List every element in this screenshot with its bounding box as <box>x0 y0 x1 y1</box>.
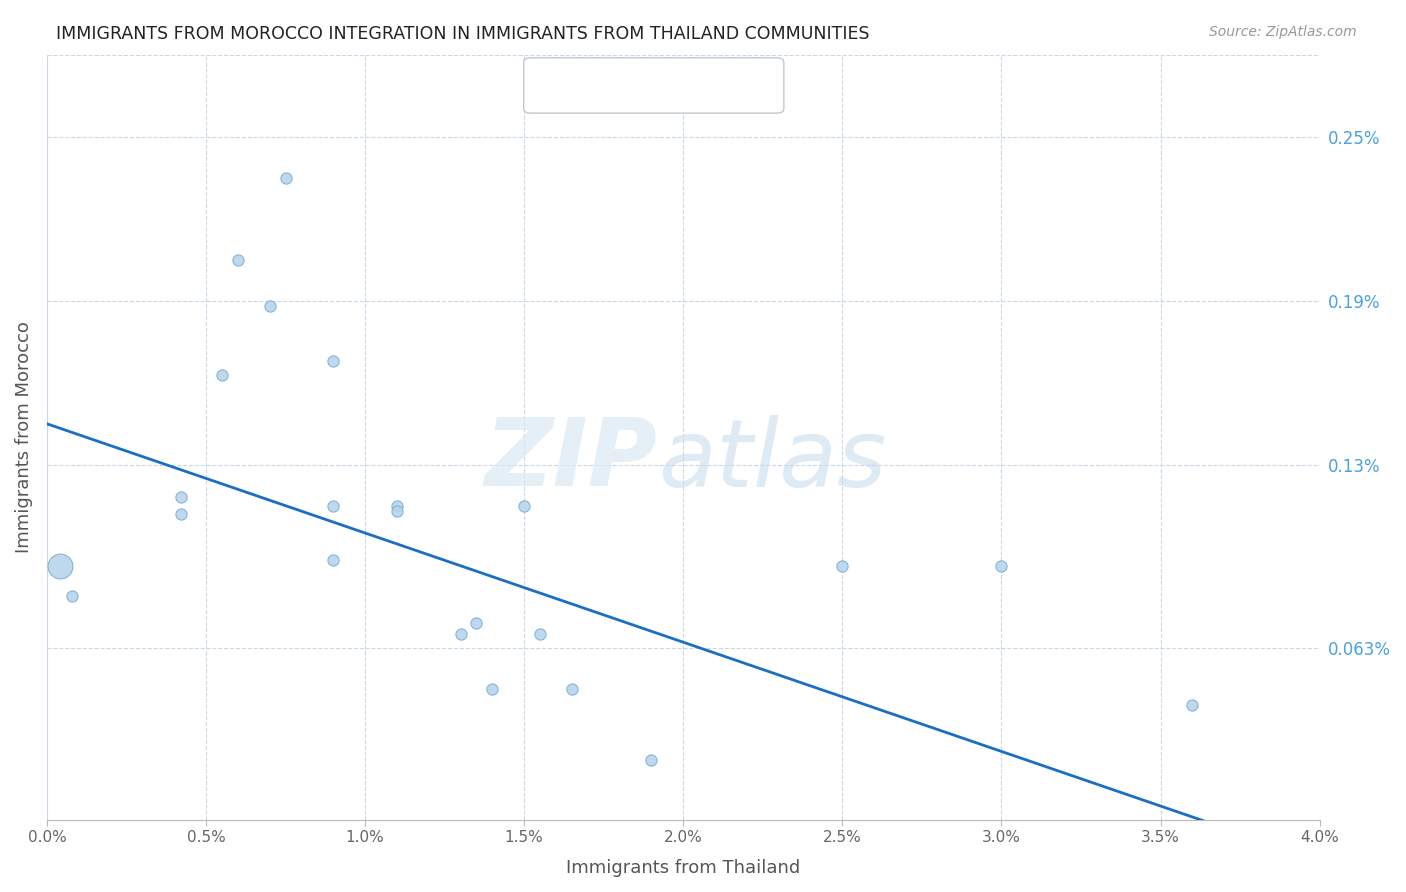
Y-axis label: Immigrants from Morocco: Immigrants from Morocco <box>15 321 32 553</box>
Point <box>831 558 853 573</box>
Text: atlas: atlas <box>658 415 886 506</box>
Text: R =: R = <box>546 77 583 95</box>
Point <box>322 553 344 567</box>
Point <box>385 504 408 518</box>
Point <box>274 171 297 186</box>
Point <box>48 558 70 573</box>
X-axis label: Immigrants from Thailand: Immigrants from Thailand <box>567 859 800 877</box>
Point <box>465 616 488 631</box>
Text: IMMIGRANTS FROM MOROCCO INTEGRATION IN IMMIGRANTS FROM THAILAND COMMUNITIES: IMMIGRANTS FROM MOROCCO INTEGRATION IN I… <box>56 25 870 43</box>
Point <box>211 368 233 382</box>
Point <box>322 354 344 368</box>
Point <box>322 499 344 513</box>
Point <box>169 507 191 521</box>
Point <box>640 753 662 767</box>
Point <box>226 252 249 267</box>
Point <box>169 491 191 505</box>
Text: -0.486: -0.486 <box>592 77 650 95</box>
Text: N =: N = <box>661 77 700 95</box>
Text: Source: ZipAtlas.com: Source: ZipAtlas.com <box>1209 25 1357 39</box>
Point <box>259 299 281 313</box>
Point <box>481 681 503 696</box>
Point <box>60 589 83 603</box>
Point <box>1181 698 1204 712</box>
Point <box>385 499 408 513</box>
Point <box>561 681 583 696</box>
Text: ZIP: ZIP <box>485 415 658 507</box>
Point <box>990 558 1012 573</box>
Point <box>450 627 472 641</box>
Text: 23: 23 <box>703 77 725 95</box>
Point <box>513 499 536 513</box>
Point <box>529 627 551 641</box>
